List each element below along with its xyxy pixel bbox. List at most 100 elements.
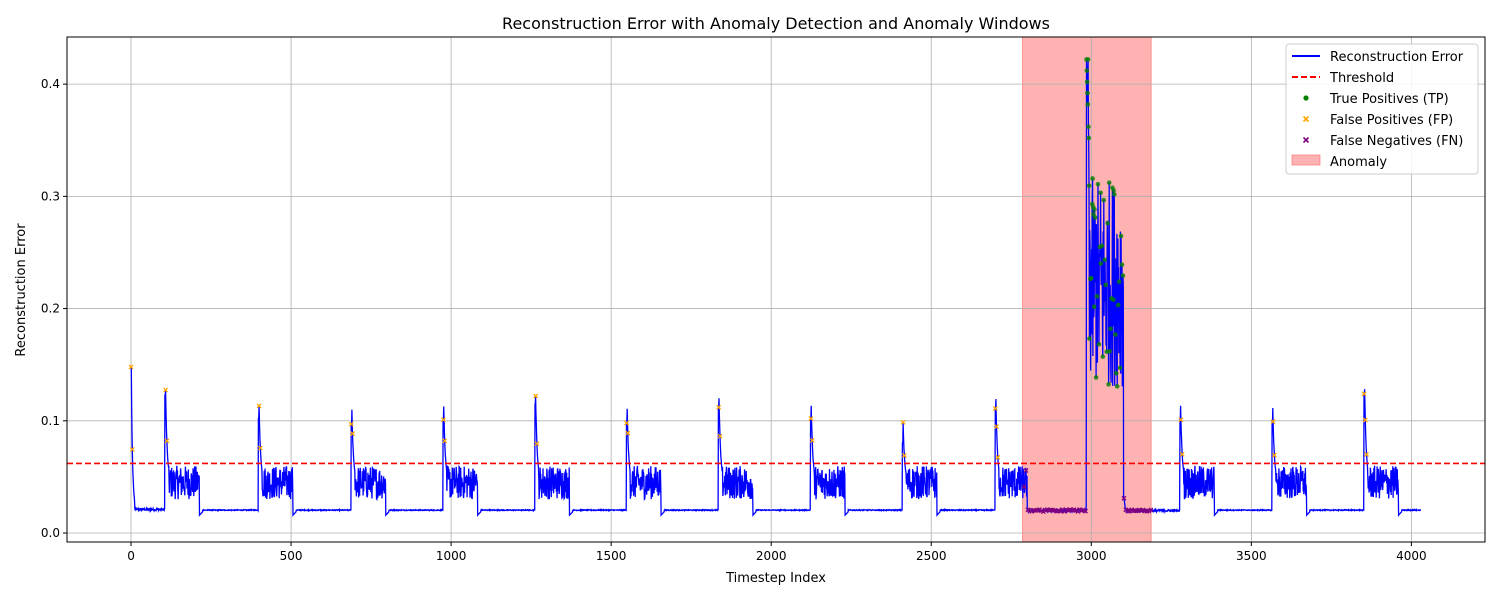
legend-marker-anomaly — [1291, 154, 1321, 166]
false-positive-marker — [442, 438, 448, 444]
false-positive-marker — [1178, 417, 1184, 423]
false-positive-marker — [128, 364, 134, 370]
false-positive-marker — [533, 393, 539, 399]
y-tick-label: 0.0 — [41, 526, 60, 540]
x-tick-label: 2000 — [756, 549, 787, 563]
false-positive-marker — [257, 445, 263, 451]
true-positive-marker — [1107, 348, 1112, 354]
false-positive-marker — [624, 420, 629, 426]
y-axis-label: Reconstruction Error — [14, 223, 29, 357]
false-positive-marker — [1270, 419, 1276, 425]
false-positive-marker — [994, 424, 1000, 430]
true-positive-marker — [1117, 365, 1123, 371]
plot-frame — [66, 36, 1486, 543]
false-negative-marker — [1083, 508, 1088, 514]
x-tick-label: 1000 — [436, 549, 467, 563]
x-tick-label: 500 — [280, 549, 303, 563]
y-tick-label: 0.2 — [41, 302, 60, 316]
true-positive-marker — [1086, 124, 1091, 130]
true-positive-marker — [1084, 79, 1090, 85]
true-positive-marker — [1111, 188, 1116, 193]
true-positive-marker — [1098, 190, 1103, 196]
false-positive-marker — [256, 403, 262, 409]
true-positive-marker — [1111, 297, 1116, 302]
false-positive-marker — [129, 447, 135, 452]
true-positive-marker — [1106, 382, 1111, 387]
true-positive-marker — [1102, 257, 1108, 263]
true-positive-marker — [1114, 384, 1120, 389]
false-positive-marker — [348, 421, 354, 427]
true-positive-marker — [1101, 197, 1107, 203]
x-tick-label: 3000 — [1076, 549, 1107, 563]
true-positive-marker — [1112, 192, 1117, 197]
true-positive-marker — [1115, 302, 1121, 308]
x-axis-ticks: 0 500 1000 1500 2000 2500 3000 3500 4000 — [127, 542, 1427, 563]
legend-marker-tp — [1303, 95, 1309, 101]
false-positive-marker — [1364, 451, 1370, 457]
true-positive-marker — [1103, 282, 1108, 288]
legend-label-threshold: Threshold — [1329, 71, 1394, 86]
false-positive-marker — [164, 438, 170, 444]
y-tick-label: 0.4 — [41, 77, 60, 91]
true-positive-marker — [1092, 207, 1097, 212]
false-negative-marker — [1121, 495, 1127, 501]
legend-marker-fn — [1302, 136, 1310, 144]
false-positive-marker — [717, 433, 723, 439]
true-positive-marker — [1085, 90, 1090, 96]
false-positive-marker — [995, 454, 1001, 460]
false-positive-marker — [1361, 391, 1367, 397]
false-positive-marker — [350, 431, 355, 437]
true-positive-marker — [1113, 370, 1119, 376]
false-positive-marker — [808, 416, 814, 422]
true-positive-marker — [1088, 275, 1094, 281]
false-positive-marker — [901, 453, 907, 458]
true-positive-marker — [1087, 336, 1092, 341]
true-positive-marker — [1099, 243, 1105, 249]
false-positive-marker — [1362, 417, 1368, 423]
false-positive-marker — [900, 419, 906, 425]
true-positive-marker — [1085, 102, 1091, 107]
true-positive-marker — [1095, 181, 1101, 187]
false-positive-marker — [1271, 452, 1277, 458]
true-positive-marker — [1092, 215, 1098, 220]
false-positive-marker — [163, 387, 169, 393]
true-positive-marker — [1093, 375, 1099, 380]
legend-label-anomaly: Anomaly — [1330, 155, 1387, 170]
true-positive-marker — [1094, 294, 1100, 299]
true-positive-marker — [1086, 135, 1092, 141]
x-tick-label: 4000 — [1396, 549, 1427, 563]
legend: Reconstruction Error Threshold True Posi… — [1285, 43, 1479, 175]
true-positive-marker — [1100, 354, 1106, 359]
legend-marker-fp — [1302, 115, 1310, 123]
true-positive-marker — [1105, 220, 1110, 226]
false-positive-marker — [809, 437, 815, 443]
false-negative-marker — [1021, 484, 1027, 490]
legend-label-tp: True Positives (TP) — [1329, 92, 1449, 107]
x-tick-label: 1500 — [596, 549, 627, 563]
true-positive-marker — [1108, 326, 1113, 332]
true-positive-marker — [1096, 342, 1102, 347]
true-positive-marker — [1120, 273, 1126, 278]
detection-markers — [128, 57, 1370, 515]
true-positive-marker — [1116, 279, 1122, 284]
y-tick-label: 0.3 — [41, 189, 60, 203]
false-positive-marker — [534, 441, 540, 447]
false-positive-marker — [625, 430, 631, 436]
legend-label-fp: False Positives (FP) — [1330, 113, 1453, 128]
false-negative-marker — [1023, 468, 1029, 473]
true-positive-marker — [1118, 233, 1124, 239]
y-tick-label: 0.1 — [41, 414, 60, 428]
x-tick-label: 0 — [127, 549, 135, 563]
true-positive-marker — [1085, 57, 1091, 62]
true-positive-marker — [1091, 304, 1097, 310]
chart-title: Reconstruction Error with Anomaly Detect… — [502, 14, 1050, 33]
plot-background — [67, 37, 1485, 542]
true-positive-marker — [1086, 183, 1092, 188]
error-line — [130, 59, 1422, 518]
true-positive-marker — [1098, 261, 1104, 266]
true-positive-marker — [1106, 180, 1112, 185]
legend-label-fn: False Negatives (FN) — [1330, 134, 1463, 149]
false-positive-marker — [440, 417, 446, 423]
x-tick-label: 2500 — [916, 549, 947, 563]
